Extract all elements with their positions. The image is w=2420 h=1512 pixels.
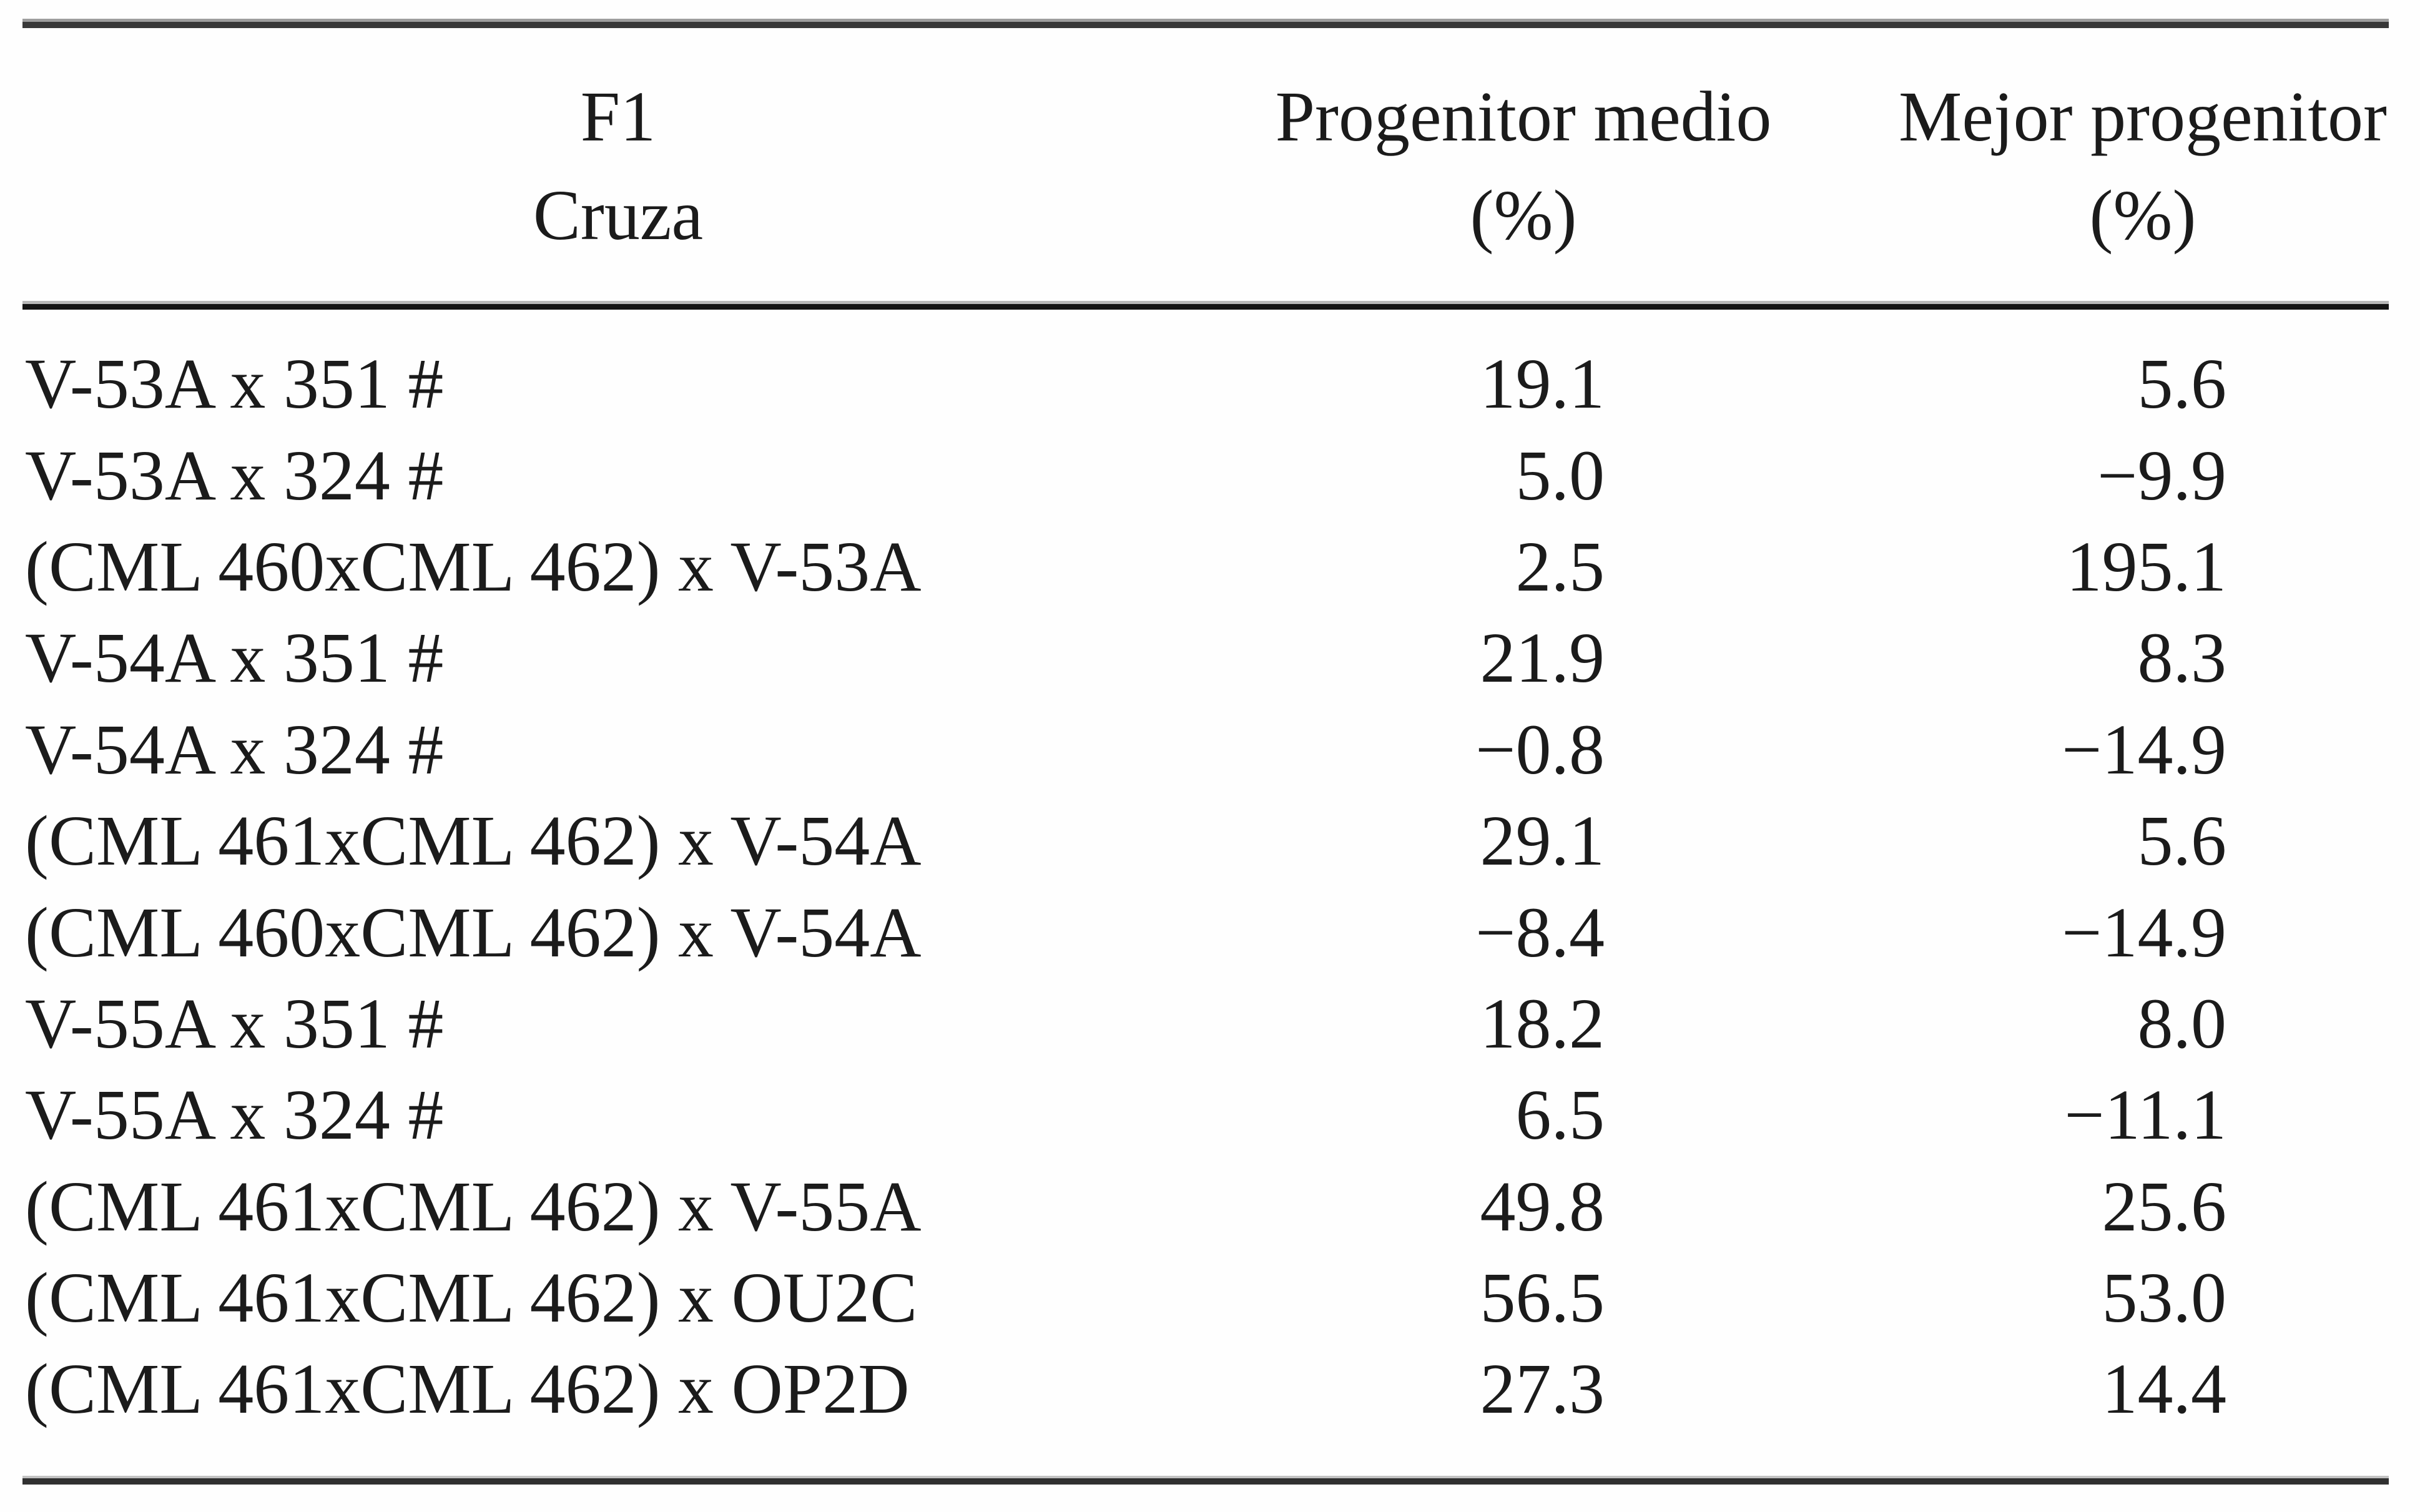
column-header-mejor-progenitor-line1: Mejor progenitor	[1899, 77, 2387, 156]
mejor-progenitor-cell: 5.6	[2137, 344, 2227, 424]
progenitor-medio-cell: 21.9	[1480, 618, 1605, 698]
progenitor-medio-cell: 56.5	[1480, 1258, 1605, 1338]
cruza-cell: V-54A x 351 #	[25, 618, 444, 698]
mejor-progenitor-cell: −14.9	[2062, 709, 2226, 789]
column-header-cruza-line2: Cruza	[533, 175, 704, 255]
mejor-progenitor-cell: 14.4	[2102, 1349, 2227, 1429]
cruza-cell: V-55A x 351 #	[25, 983, 444, 1063]
table-row: (CML 460xCML 462) x V-53A 2.5 195.1	[0, 521, 2420, 612]
mejor-progenitor-cell: −11.1	[2064, 1075, 2226, 1155]
cruza-cell: V-54A x 324 #	[25, 709, 444, 789]
mejor-progenitor-cell: 25.6	[2102, 1166, 2227, 1246]
table-row: (CML 461xCML 462) x V-55A 49.8 25.6	[0, 1161, 2420, 1252]
table-row: (CML 460xCML 462) x V-54A −8.4 −14.9	[0, 886, 2420, 978]
column-header-progenitor-medio-line2: (%)	[1470, 175, 1577, 255]
cruza-cell: V-53A x 324 #	[25, 435, 444, 515]
progenitor-medio-cell: 49.8	[1480, 1166, 1605, 1246]
table-top-rule	[22, 19, 2389, 28]
mejor-progenitor-cell: 8.3	[2137, 618, 2227, 698]
table-row: (CML 461xCML 462) x OP2D 27.3 14.4	[0, 1343, 2420, 1435]
table-row: V-53A x 324 # 5.0 −9.9	[0, 430, 2420, 521]
table-row: (CML 461xCML 462) x V-54A 29.1 5.6	[0, 795, 2420, 886]
table-row: V-54A x 324 # −0.8 −14.9	[0, 704, 2420, 795]
column-header-progenitor-medio-line1: Progenitor medio	[1275, 77, 1772, 156]
column-header-cruza: F1 Cruza	[533, 67, 703, 265]
cruza-cell: (CML 461xCML 462) x OP2D	[25, 1349, 910, 1429]
table-body: V-53A x 351 # 19.1 5.6 V-53A x 324 # 5.0…	[0, 338, 2420, 1435]
mejor-progenitor-cell: 195.1	[2066, 526, 2227, 606]
cruza-cell: (CML 461xCML 462) x V-55A	[25, 1166, 922, 1246]
column-header-mejor-progenitor: Mejor progenitor (%)	[1899, 67, 2387, 265]
cruza-cell: (CML 460xCML 462) x V-54A	[25, 892, 922, 972]
column-header-mejor-progenitor-line2: (%)	[2089, 175, 2196, 255]
progenitor-medio-cell: 5.0	[1515, 435, 1605, 515]
cruza-cell: (CML 460xCML 462) x V-53A	[25, 526, 922, 606]
progenitor-medio-cell: 19.1	[1480, 344, 1605, 424]
mejor-progenitor-cell: 8.0	[2137, 983, 2227, 1063]
table-row: (CML 461xCML 462) x OU2C 56.5 53.0	[0, 1252, 2420, 1343]
table-header-rule	[22, 301, 2389, 310]
progenitor-medio-cell: 6.5	[1515, 1075, 1605, 1155]
mejor-progenitor-cell: −9.9	[2097, 435, 2226, 515]
table-row: V-55A x 351 # 18.2 8.0	[0, 978, 2420, 1069]
progenitor-medio-cell: −8.4	[1475, 892, 1605, 972]
cruza-cell: V-55A x 324 #	[25, 1075, 444, 1155]
mejor-progenitor-cell: −14.9	[2062, 892, 2226, 972]
column-header-progenitor-medio: Progenitor medio (%)	[1276, 67, 1772, 265]
progenitor-medio-cell: 2.5	[1515, 526, 1605, 606]
mejor-progenitor-cell: 5.6	[2137, 801, 2227, 881]
cruza-cell: (CML 461xCML 462) x OU2C	[25, 1258, 918, 1338]
cruza-cell: (CML 461xCML 462) x V-54A	[25, 801, 922, 881]
progenitor-medio-cell: 18.2	[1480, 983, 1605, 1063]
table-bottom-rule	[22, 1476, 2389, 1485]
progenitor-medio-cell: −0.8	[1475, 709, 1605, 789]
progenitor-medio-cell: 27.3	[1480, 1349, 1605, 1429]
table-row: V-55A x 324 # 6.5 −11.1	[0, 1069, 2420, 1161]
progenitor-medio-cell: 29.1	[1480, 801, 1605, 881]
table-row: V-54A x 351 # 21.9 8.3	[0, 612, 2420, 704]
column-header-cruza-line1: F1	[580, 77, 656, 156]
cruza-cell: V-53A x 351 #	[25, 344, 444, 424]
mejor-progenitor-cell: 53.0	[2102, 1258, 2227, 1338]
table-row: V-53A x 351 # 19.1 5.6	[0, 338, 2420, 430]
